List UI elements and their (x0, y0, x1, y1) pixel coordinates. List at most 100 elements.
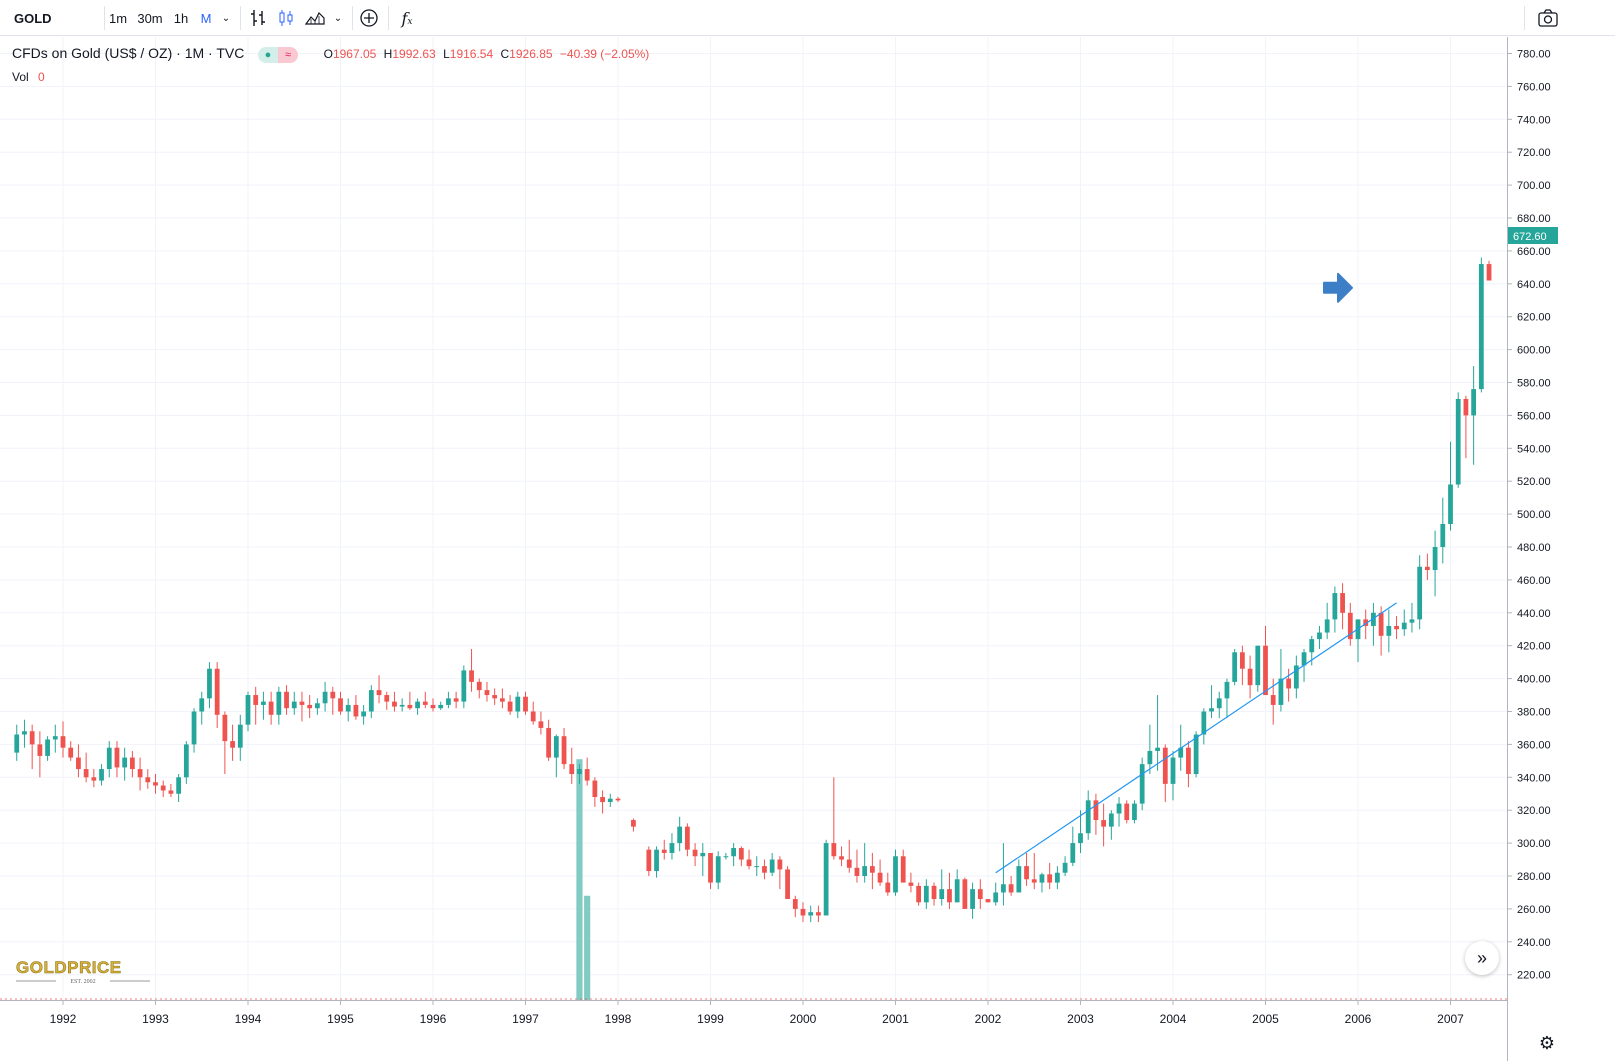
trendline (995, 602, 1397, 874)
area-style-icon[interactable] (302, 0, 328, 36)
candle-body (1263, 645, 1268, 696)
candle-body (600, 797, 605, 802)
candle-body (577, 769, 582, 775)
candle-body (1301, 652, 1307, 666)
candle (723, 852, 729, 860)
candle-body (261, 701, 266, 705)
candle-body (1062, 862, 1068, 873)
candle-body (1371, 612, 1376, 626)
candle (1024, 852, 1029, 886)
candle (546, 719, 552, 761)
scroll-to-realtime-button[interactable]: » (1465, 941, 1499, 975)
candle (384, 691, 390, 710)
candle-body (931, 885, 937, 900)
candle (1132, 800, 1137, 824)
candle-body (245, 695, 251, 725)
candle-body (916, 885, 922, 903)
candle-body (962, 879, 968, 909)
candle-body (507, 701, 513, 712)
price-tick-label: 360.00 (1517, 739, 1551, 751)
candle (415, 698, 420, 715)
candle-body (1424, 566, 1430, 571)
price-tick-label: 620.00 (1517, 312, 1551, 324)
candle-body (1132, 803, 1137, 821)
price-tick-label: 560.00 (1517, 410, 1551, 422)
candle-body (723, 856, 729, 858)
volume-label[interactable]: Vol (12, 70, 29, 84)
candle-body (646, 849, 652, 872)
candle-body (145, 777, 151, 783)
candle (361, 704, 367, 725)
candle (893, 849, 898, 896)
candle-body (1347, 612, 1353, 640)
candle (970, 882, 975, 919)
current-price-badge (1508, 227, 1558, 244)
candle (1016, 859, 1022, 893)
candle (985, 899, 991, 903)
candle-body (499, 698, 505, 702)
candle (253, 686, 259, 725)
candle-body (993, 892, 999, 903)
legend-title[interactable]: CFDs on Gold (US$ / OZ) · 1M · TVC (12, 45, 245, 61)
time-tick-label: 1993 (142, 1012, 169, 1026)
candle-body (199, 698, 205, 712)
price-tick-label: 580.00 (1517, 378, 1551, 390)
toolbar-separator (240, 6, 241, 30)
candle-body (129, 757, 135, 770)
candle-style-icon[interactable] (274, 0, 298, 36)
candle-body (654, 849, 659, 872)
toolbar-separator (1524, 6, 1525, 30)
candle (1401, 609, 1407, 636)
candle-body (1455, 398, 1461, 485)
candle-body (345, 704, 351, 712)
candle (908, 872, 914, 893)
candle (923, 879, 929, 909)
candle (207, 662, 212, 709)
candle-body (160, 785, 166, 791)
candle-body (1270, 695, 1276, 705)
candle-body (1024, 866, 1029, 880)
candle-body (1463, 398, 1469, 416)
time-tick-label: 1992 (50, 1012, 77, 1026)
candle (731, 843, 737, 867)
interval-30m-button[interactable]: 30m (137, 10, 163, 26)
gear-icon[interactable]: ⚙ (1538, 1032, 1556, 1053)
candle (561, 727, 567, 770)
candle (839, 846, 844, 867)
delayed-data-icon[interactable]: ≈ (277, 46, 298, 63)
candle (1486, 260, 1492, 281)
candle (83, 752, 89, 783)
candle-body (1093, 800, 1099, 821)
market-open-dot-icon[interactable]: ● (257, 46, 278, 63)
candle (1263, 625, 1268, 696)
candle (22, 719, 27, 748)
camera-icon[interactable] (1536, 6, 1560, 30)
compare-plus-icon[interactable] (356, 0, 382, 36)
candle (307, 695, 313, 719)
candle (1417, 555, 1423, 630)
time-tick-label: 1998 (605, 1012, 632, 1026)
bar-style-icon[interactable] (246, 0, 270, 36)
price-tick-label: 380.00 (1517, 707, 1551, 719)
symbol-search-button[interactable]: GOLD (14, 10, 52, 26)
interval-1m-button[interactable]: 1m (108, 10, 128, 26)
style-dropdown-chevron-icon[interactable]: ⌄ (333, 12, 343, 24)
candle (530, 701, 536, 725)
candle-body (569, 764, 575, 775)
candle-body (137, 769, 143, 778)
interval-dropdown-chevron-icon[interactable]: ⌄ (221, 12, 231, 24)
candle-body (361, 711, 367, 717)
candle-body (708, 852, 713, 883)
candle-body (1417, 566, 1423, 620)
candle (129, 750, 135, 778)
interval-month-button[interactable]: M (200, 10, 212, 26)
candle (584, 757, 590, 786)
interval-1h-button[interactable]: 1h (173, 10, 189, 26)
candle (669, 833, 675, 860)
candle-body (99, 769, 104, 781)
open-label: O (323, 47, 333, 61)
candle (245, 691, 251, 732)
candle (1324, 602, 1330, 640)
